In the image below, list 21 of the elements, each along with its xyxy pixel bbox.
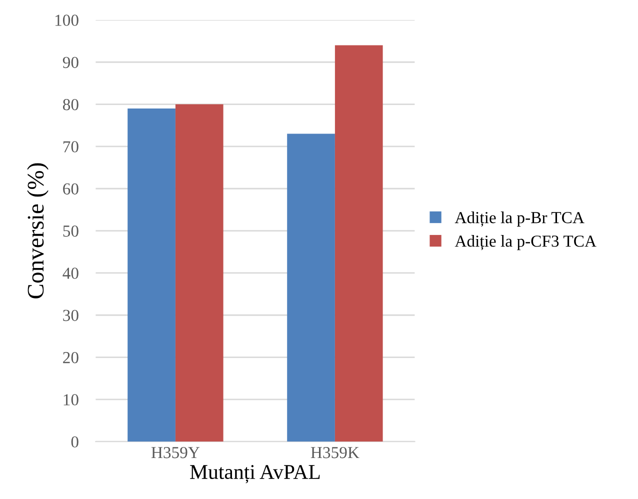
y-axis-title: Conversie (%): [27, 163, 48, 298]
y-tick-label: 40: [62, 268, 78, 279]
bar: [128, 108, 176, 442]
y-tick-label: 60: [63, 183, 78, 195]
y-tick-label: 80: [63, 98, 78, 110]
x-tick-label: H359K: [310, 447, 360, 458]
x-tick-label: H359Y: [151, 447, 200, 458]
y-tick-label: 100: [56, 14, 78, 26]
y-tick-label: 10: [64, 394, 78, 406]
y-tick-label: 50: [63, 225, 78, 237]
y-tick-label: 90: [62, 56, 78, 68]
y-tick-label: 20: [63, 352, 78, 364]
y-tick-label: 70: [63, 141, 78, 152]
legend-label: Adiție la p-Br TCA: [454, 212, 584, 227]
bar: [175, 104, 224, 442]
bar: [334, 45, 383, 442]
bar: [287, 134, 335, 442]
y-tick-label: 30: [63, 310, 78, 322]
legend-label: Adiție la p-CF3 TCA: [454, 235, 596, 250]
y-tick-label: 0: [71, 436, 78, 448]
x-axis-title: Mutanți AvPAL: [190, 465, 320, 484]
